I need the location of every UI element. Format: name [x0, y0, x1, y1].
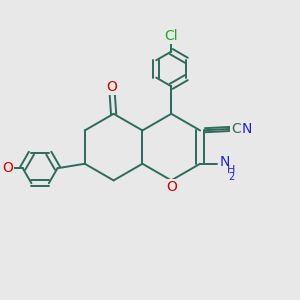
Text: H: H [227, 165, 235, 175]
Text: N: N [242, 122, 253, 136]
Text: O: O [2, 161, 13, 175]
Text: O: O [166, 180, 177, 194]
Text: 2: 2 [228, 172, 234, 182]
Text: N: N [220, 155, 230, 169]
Text: Cl: Cl [164, 28, 178, 43]
Text: O: O [107, 80, 118, 94]
Text: C: C [231, 122, 241, 136]
